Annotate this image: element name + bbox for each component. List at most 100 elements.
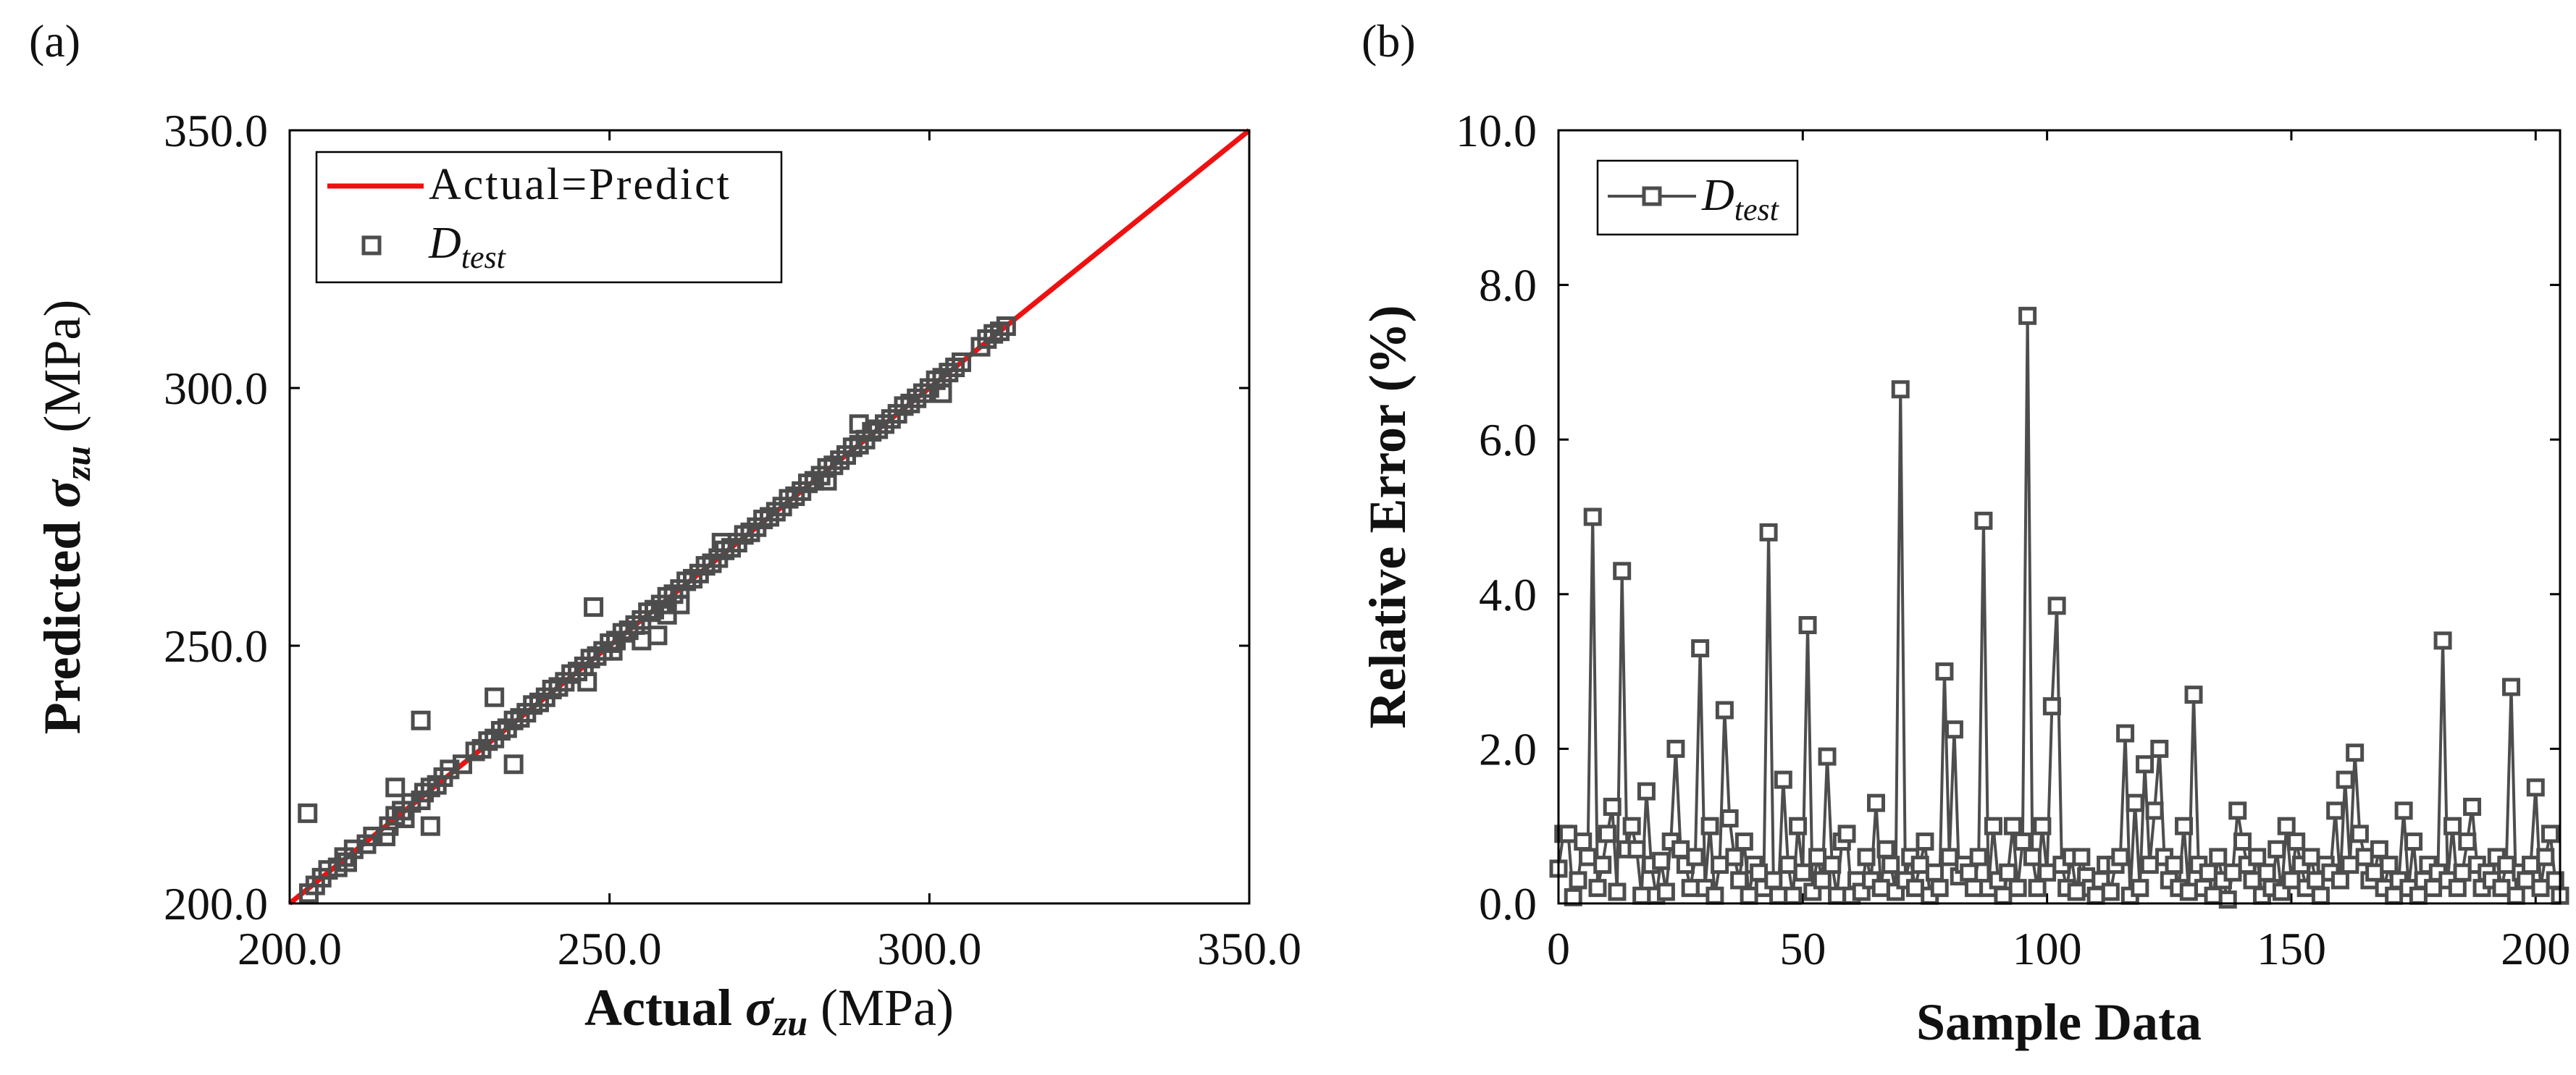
panel-a-data-point [849,414,869,434]
panel-b-data-point [2506,886,2525,905]
panel-b-data-point [1925,863,1944,882]
panel-b-data-point [2023,848,2042,867]
panel-b-data-point [1984,817,2002,835]
panel-b-data-point [1730,871,1749,890]
panel-b-data-point [1656,882,1675,901]
panel-b-data-point [1598,825,1616,843]
panel-b-data-point [1564,888,1582,906]
panel-b-data-point [1593,856,1612,874]
panel-b-data-point [2522,856,2541,874]
legend-test-label: Dtest [428,219,507,275]
panel-b-data-point [1910,856,1929,874]
panel-b-data-point [2404,832,2423,851]
panel-b-x-tick-label: 150 [2257,923,2326,974]
panel-b-data-point [1759,523,1778,541]
panel-b-data-point [2541,825,2560,843]
panel-a-data-point [584,597,604,617]
panel-a-x-tick-label: 300.0 [877,923,981,974]
panel-b-data-point [1798,616,1817,635]
panel-b-data-point [1706,886,1724,905]
panel-b-data-point [2072,848,2091,867]
panel-b-data-point [2018,306,2037,325]
panel-b-data-point [2140,856,2159,874]
panel-b-data-point [1740,886,1758,905]
panel-b-label: (b) [1362,15,1416,67]
panel-a-data-point [657,604,677,625]
panel-a-data-point [647,625,668,646]
panel-b-data-point [2218,890,2237,909]
panel-b-data-point [2502,678,2521,696]
panel-b-data-point [1720,809,1739,828]
panel-a-y-tick-label: 250.0 [164,620,268,672]
panel-b-data-point [2008,879,2027,898]
panel-b-data-point [1711,856,1729,874]
panel-b-data-point [1813,871,1832,890]
panel-b-data-point [2111,848,2130,867]
panel-b-data-point [1818,747,1837,766]
panel-a-x-tick-label: 350.0 [1197,923,1301,974]
panel-a-ticks: 200.0 250.0 300.0 350.0 200.0 250.0 300.0 350.0 [164,105,1301,974]
panel-a-data-point [484,687,505,707]
panel-b-data-point [1999,863,2018,882]
panel-b-y-tick-label: 6.0 [1479,414,1537,465]
legend-b-marker [1642,186,1662,206]
panel-a-legend: Actual=Predict Dtest [315,151,783,284]
panel-b-data-point [2463,798,2482,816]
panel-a-x-tick-label: 200.0 [238,923,342,974]
panel-b-data-point [1603,798,1621,816]
panel-a-data-point [577,672,597,692]
panel-b-data-point [2526,778,2545,797]
panel-a-data-point [817,471,837,491]
panel-b-data-point [1734,832,1753,851]
panel-b-data-point [2448,879,2467,898]
legend-b-label: Dtest [1701,171,1780,227]
panel-b-data-point [2199,863,2218,882]
panel-b-data-point [1930,879,1949,898]
panel-b-data-point [1578,848,1597,867]
panel-b-data-point [1686,848,1705,867]
panel-b-data-point [2116,724,2135,743]
panel-b-data-point [1652,851,1671,870]
panel-b-data-point [1828,886,1847,905]
panel-b-data-point [2287,832,2306,851]
panel-a-x-tick-label: 250.0 [558,923,662,974]
panel-b-data-point [2453,863,2472,882]
panel-a-y-tick-label: 300.0 [164,363,268,414]
panel-b-data-point [1774,770,1792,789]
panel-b-data-point [2204,886,2223,905]
panel-b-points [1549,306,2569,909]
panel-b-data-point [2028,879,2047,898]
panel-b-data-point [1750,863,1769,882]
panel-a-data-point [932,383,952,403]
panel-b-data-point [1627,840,1646,859]
panel-a-data-point [711,533,731,553]
panel-b-data-point [1916,832,1934,851]
panel-b-data-point [2243,871,2262,890]
panel-b-data-point [2302,848,2320,867]
panel-b-plot-frame [1557,129,2562,905]
panel-b-data-point [1969,848,1988,867]
panel-a-legend-box [315,151,783,284]
panel-a-data-point [440,759,460,780]
panel-b-data-point [2257,863,2276,882]
panel-b-data-point [1715,701,1734,720]
panel-a-data-point [952,352,971,372]
panel-b-data-point [1964,879,1983,898]
panel-b-y-tick-label: 2.0 [1479,723,1537,775]
panel-b-data-point [2370,840,2388,859]
panel-b-y-tick-label: 10.0 [1456,105,1537,156]
panel-b-data-point [1944,720,1963,739]
panel-a-data-point [385,777,406,798]
panel-b-data-point [1789,817,1808,835]
panel-a-y-axis-title: Predicted σzu (MPa) [33,300,98,735]
panel-a-x-axis-title: Actual σzu (MPa) [584,979,954,1043]
panel-b-data-point [1700,817,1719,835]
panel-b-data-point [1940,848,1959,867]
panel-b-data-point [2145,801,2164,820]
panel-b-data-point [2341,856,2359,874]
panel-b-data-point [2517,871,2535,890]
panel-b-data-point [1808,848,1827,867]
panel-b-data-point [2233,832,2252,851]
panel-b-data-point [1935,662,1954,681]
